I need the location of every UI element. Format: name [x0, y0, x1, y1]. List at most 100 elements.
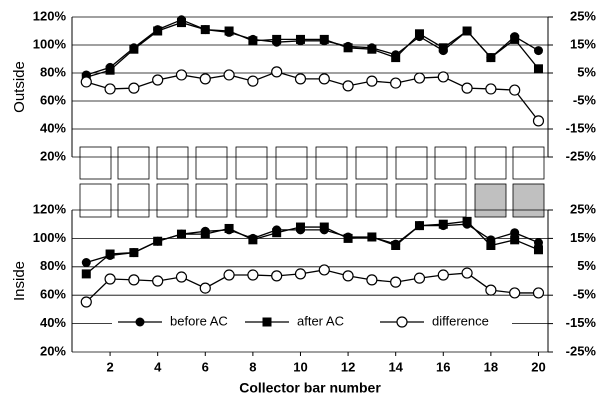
- y2-tick-label: 15%: [570, 230, 596, 245]
- legend-label: after AC: [297, 313, 344, 328]
- legend-marker: [262, 317, 272, 327]
- marker: [318, 264, 330, 276]
- marker: [533, 238, 543, 248]
- marker: [366, 274, 378, 286]
- x-tick-label: 14: [388, 359, 403, 374]
- y-tick-label: 120%: [33, 201, 67, 216]
- marker: [413, 72, 426, 84]
- x-tick-label: 4: [154, 359, 162, 374]
- marker: [223, 269, 235, 281]
- marker: [485, 83, 497, 95]
- marker: [391, 241, 401, 250]
- marker: [366, 75, 378, 87]
- marker: [486, 53, 496, 63]
- marker: [342, 80, 354, 92]
- y-tick-label: 100%: [33, 230, 67, 245]
- marker: [462, 216, 472, 226]
- marker: [367, 232, 377, 242]
- marker: [248, 235, 258, 245]
- marker: [247, 269, 259, 281]
- y2-tick-label: -15%: [566, 315, 597, 330]
- marker: [105, 249, 115, 259]
- marker: [510, 228, 520, 238]
- marker: [414, 29, 424, 39]
- y-tick-label: 60%: [40, 92, 66, 107]
- marker: [175, 69, 188, 81]
- marker: [533, 46, 543, 56]
- x-tick-label: 10: [293, 359, 307, 374]
- marker: [437, 269, 449, 281]
- marker: [224, 26, 234, 36]
- marker: [129, 44, 139, 54]
- marker: [153, 236, 163, 246]
- y-tick-label: 20%: [40, 148, 66, 163]
- collector-boxes: [79, 146, 545, 218]
- marker: [486, 241, 496, 250]
- marker: [294, 268, 307, 280]
- marker: [461, 267, 473, 279]
- marker: [175, 271, 188, 283]
- marker: [200, 229, 210, 239]
- marker: [272, 34, 282, 44]
- y2-tick-label: -25%: [566, 148, 597, 163]
- marker: [509, 287, 521, 299]
- marker: [153, 26, 163, 36]
- marker: [224, 223, 234, 233]
- legend-marker: [135, 317, 145, 327]
- marker: [199, 282, 211, 294]
- marker: [510, 235, 520, 245]
- marker: [152, 275, 164, 287]
- y2-tick-label: -5%: [573, 92, 597, 107]
- marker: [80, 76, 92, 88]
- marker: [509, 84, 521, 96]
- legend-label: before AC: [170, 313, 228, 328]
- marker: [462, 26, 472, 36]
- marker: [295, 222, 305, 232]
- y-tick-label: 60%: [40, 287, 66, 302]
- y-tick-label: 100%: [33, 36, 67, 51]
- marker: [391, 53, 401, 63]
- marker: [105, 65, 115, 75]
- marker: [342, 270, 354, 282]
- marker: [413, 272, 426, 284]
- marker: [414, 221, 424, 231]
- marker: [81, 269, 91, 279]
- marker: [223, 69, 235, 81]
- marker: [390, 77, 402, 89]
- marker: [152, 74, 164, 86]
- y-tick-label: 40%: [40, 120, 66, 135]
- y-axis-label: Outside: [11, 61, 28, 113]
- marker: [81, 258, 91, 268]
- marker: [128, 82, 140, 94]
- marker: [271, 270, 283, 282]
- marker: [199, 73, 211, 85]
- y-tick-label: 40%: [40, 315, 66, 330]
- marker: [272, 228, 282, 238]
- marker: [318, 73, 330, 85]
- y2-tick-label: -5%: [573, 287, 597, 302]
- marker: [200, 25, 210, 35]
- marker: [104, 83, 116, 95]
- marker: [485, 284, 497, 296]
- marker: [510, 34, 520, 44]
- y2-tick-label: -15%: [566, 120, 597, 135]
- marker: [248, 36, 258, 46]
- y2-tick-label: -25%: [566, 343, 597, 358]
- y2-tick-label: 25%: [570, 201, 596, 216]
- y-axis-label: Inside: [11, 261, 28, 301]
- legend-label: difference: [432, 313, 489, 328]
- marker: [437, 71, 449, 83]
- y-tick-label: 120%: [33, 8, 67, 23]
- x-tick-label: 6: [202, 359, 209, 374]
- marker: [533, 64, 543, 74]
- x-tick-label: 16: [436, 359, 450, 374]
- marker: [461, 82, 473, 94]
- marker: [533, 245, 543, 255]
- y-tick-label: 20%: [40, 343, 66, 358]
- marker: [532, 115, 545, 127]
- marker: [104, 273, 116, 285]
- x-tick-label: 20: [531, 359, 545, 374]
- y2-tick-label: 15%: [570, 36, 596, 51]
- marker: [319, 222, 329, 232]
- marker: [294, 73, 307, 85]
